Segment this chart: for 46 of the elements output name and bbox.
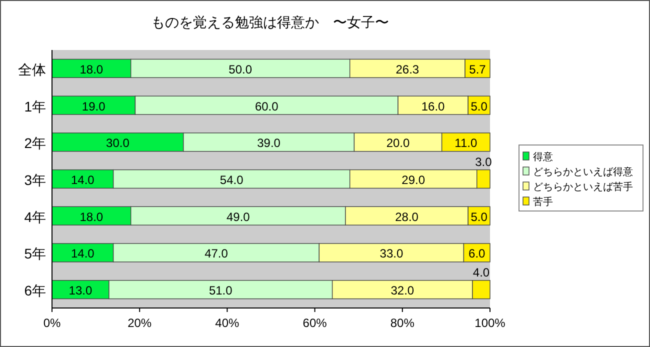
data-label: 30.0 [106, 136, 130, 150]
data-label: 26.3 [396, 62, 420, 76]
y-tick-label: 2年 [24, 135, 46, 152]
x-tick-label: 0% [43, 316, 61, 330]
data-label: 14.0 [70, 246, 95, 261]
y-tick-label: 4年 [24, 208, 46, 225]
legend-label: 得意 [533, 151, 553, 163]
data-label: 3.0 [475, 154, 492, 169]
legend-label: どちらかといえば得意 [533, 166, 633, 178]
data-label: 5.0 [470, 210, 488, 224]
data-label: 19.0 [82, 99, 106, 114]
y-tick-label: 5年 [24, 246, 46, 262]
data-label: 39.0 [257, 136, 281, 150]
data-label: 13.0 [68, 284, 92, 298]
data-label: 18.0 [80, 210, 104, 224]
legend-label: 苦手 [533, 196, 553, 208]
chart-title: ものを覚える勉強は得意か 〜女子〜 [151, 14, 389, 30]
data-label: 18.0 [80, 62, 104, 76]
data-label: 33.0 [380, 246, 404, 261]
y-tick-label: 全体 [18, 61, 46, 78]
data-label: 11.0 [454, 136, 478, 150]
y-tick-label: 3年 [24, 172, 46, 188]
data-label: 29.0 [402, 173, 426, 187]
y-tick-label: 1年 [24, 98, 46, 114]
x-tick-label: 20% [128, 316, 152, 330]
data-label: 50.0 [228, 62, 252, 76]
x-tick-label: 100% [474, 316, 506, 330]
y-tick-label: 6年 [24, 282, 46, 299]
x-tick-label: 40% [215, 316, 240, 330]
data-label: 5.0 [470, 99, 488, 114]
data-label: 6.0 [468, 246, 486, 261]
legend-label: どちらかといえば苦手 [533, 181, 633, 193]
data-label: 51.0 [208, 284, 233, 298]
x-tick-label: 80% [390, 316, 415, 330]
data-label: 60.0 [254, 99, 279, 114]
data-label: 32.0 [390, 284, 414, 298]
data-label: 20.0 [386, 136, 410, 150]
data-label: 5.7 [469, 62, 486, 76]
data-label: 4.0 [472, 265, 490, 280]
data-label: 14.0 [70, 173, 95, 187]
data-label: 49.0 [226, 210, 250, 224]
data-label: 28.0 [395, 210, 419, 224]
x-tick-label: 60% [302, 316, 328, 330]
data-label: 54.0 [220, 173, 244, 187]
data-label: 16.0 [421, 99, 446, 114]
data-label: 47.0 [204, 246, 228, 261]
